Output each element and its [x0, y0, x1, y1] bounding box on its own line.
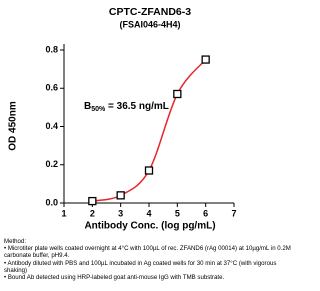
- annotation: B50% = 36.5 ng/mL: [84, 101, 169, 113]
- y-tick-label: 0.6: [45, 83, 58, 93]
- y-tick-label: 0.2: [45, 159, 58, 169]
- y-tick-label: 0.8: [45, 44, 58, 54]
- y-tick-label: 0.0: [45, 197, 58, 207]
- annotation-main: B: [84, 101, 91, 112]
- method: Method: • Microtiter plate wells coated …: [4, 238, 296, 281]
- data-point: [144, 166, 154, 175]
- x-tick-label: 3: [118, 208, 123, 218]
- method-item: • Bound Ab detected using HRP-labeled go…: [4, 274, 225, 282]
- data-point: [116, 191, 125, 200]
- annotation-sub: 50%: [91, 106, 106, 113]
- x-tick-label: 2: [90, 208, 95, 218]
- x-tick-label: 5: [175, 208, 180, 218]
- data-point: [88, 196, 97, 206]
- data-point: [201, 55, 210, 64]
- x-tick-label: 7: [231, 208, 236, 218]
- chart-title: CPTC-ZFAND6-3: [109, 6, 191, 18]
- x-tick-label: 1: [61, 208, 66, 218]
- y-tick-label: 0.4: [45, 121, 58, 131]
- chart: CPTC-ZFAND6-3 (FSAI046-4H4) Antibody Con…: [8, 6, 237, 232]
- x-tick-label: 6: [203, 208, 208, 218]
- x-axis-title: Antibody Conc. (log pg/mL): [84, 221, 215, 232]
- method-item: • Microtiter plate wells coated overnigh…: [4, 245, 291, 260]
- method-item: • Antibody diluted with PBS and 100µL in…: [4, 259, 277, 274]
- x-tick-label: 4: [146, 208, 151, 218]
- data-point: [173, 89, 182, 99]
- y-axis-title: OD 450nm: [8, 101, 19, 151]
- method-heading: Method:: [4, 238, 27, 245]
- page: CPTC-ZFAND6-3 (FSAI046-4H4) Antibody Con…: [4, 5, 296, 282]
- fit-curve: [92, 59, 207, 202]
- annotation-rest: = 36.5 ng/mL: [105, 101, 169, 112]
- chart-subtitle: (FSAI046-4H4): [119, 19, 180, 29]
